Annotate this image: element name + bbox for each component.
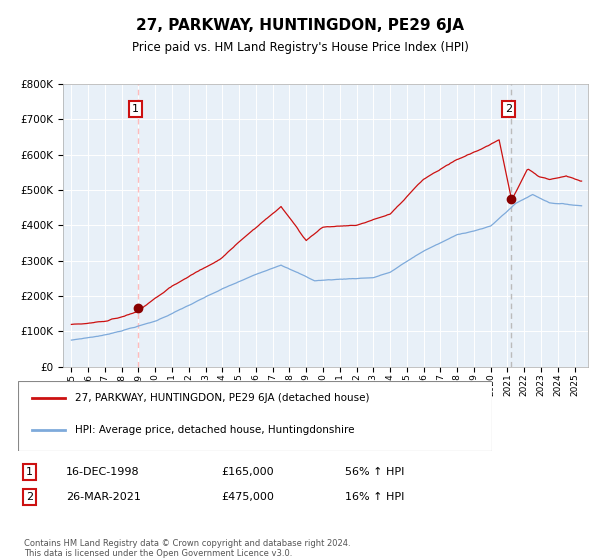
Text: 1: 1 — [132, 104, 139, 114]
Text: Contains HM Land Registry data © Crown copyright and database right 2024.
This d: Contains HM Land Registry data © Crown c… — [24, 539, 350, 558]
Text: 27, PARKWAY, HUNTINGDON, PE29 6JA (detached house): 27, PARKWAY, HUNTINGDON, PE29 6JA (detac… — [75, 393, 370, 403]
Text: HPI: Average price, detached house, Huntingdonshire: HPI: Average price, detached house, Hunt… — [75, 425, 355, 435]
Text: 2: 2 — [505, 104, 512, 114]
Text: 1: 1 — [26, 467, 33, 477]
Text: 2: 2 — [26, 492, 33, 502]
Text: 16-DEC-1998: 16-DEC-1998 — [66, 467, 140, 477]
Text: £475,000: £475,000 — [221, 492, 274, 502]
Text: 16% ↑ HPI: 16% ↑ HPI — [345, 492, 404, 502]
Text: Price paid vs. HM Land Registry's House Price Index (HPI): Price paid vs. HM Land Registry's House … — [131, 40, 469, 54]
Text: 56% ↑ HPI: 56% ↑ HPI — [345, 467, 404, 477]
Text: 26-MAR-2021: 26-MAR-2021 — [66, 492, 141, 502]
Text: £165,000: £165,000 — [221, 467, 274, 477]
Text: 27, PARKWAY, HUNTINGDON, PE29 6JA: 27, PARKWAY, HUNTINGDON, PE29 6JA — [136, 18, 464, 32]
